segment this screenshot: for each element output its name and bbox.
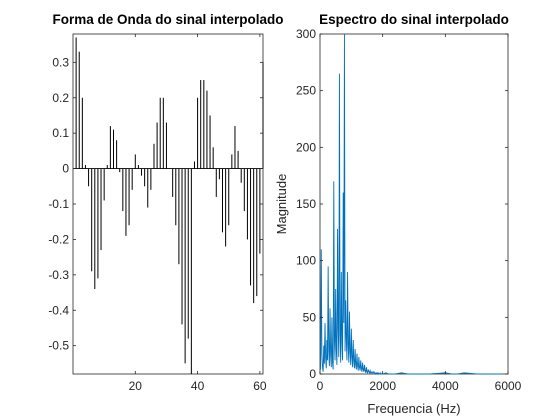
spectrum-y-ticks: 0 50 100 150 200 250 300 — [296, 27, 508, 381]
spectrum-y-tick-label: 100 — [296, 254, 316, 268]
waveform-y-tick-label: 0.2 — [52, 91, 69, 105]
spectrum-x-tick-label: 6000 — [495, 379, 522, 393]
waveform-x-ticks: 20 40 60 — [129, 34, 267, 393]
waveform-title: Forma de Onda do sinal interpolado — [52, 12, 283, 27]
waveform-y-tick-label: -0.4 — [48, 303, 69, 317]
spectrum-x-ticks: 0 2000 4000 6000 — [317, 34, 522, 393]
spectrum-x-tick-label: 0 — [317, 379, 324, 393]
waveform-axes: Forma de Onda do sinal interpolado 20 40 6… — [48, 12, 283, 393]
spectrum-series-line — [319, 33, 502, 375]
spectrum-x-tick-label: 4000 — [432, 379, 459, 393]
spectrum-y-tick-label: 250 — [296, 84, 316, 98]
waveform-x-tick-label: 20 — [129, 379, 143, 393]
spectrum-plot-area — [319, 33, 509, 375]
waveform-y-tick-label: 0.3 — [52, 55, 69, 69]
waveform-x-tick-label: 40 — [191, 379, 205, 393]
spectrum-x-axis-label: Frequencia (Hz) — [367, 401, 460, 416]
spectrum-title: Espectro do sinal interpolado — [319, 12, 509, 27]
waveform-y-tick-label: -0.3 — [48, 268, 69, 282]
spectrum-axes: Espectro do sinal interpolado 0 2000 4000 6… — [274, 12, 522, 416]
waveform-y-ticks: 0.3 0.2 0.1 0 -0.1 -0.2 -0.3 -0.4 -0.5 — [48, 55, 263, 353]
spectrum-y-axis-label: Magnitude — [274, 174, 289, 235]
spectrum-y-tick-label: 300 — [296, 27, 316, 41]
waveform-y-tick-label: -0.2 — [48, 232, 69, 246]
spectrum-y-tick-label: 50 — [303, 310, 317, 324]
waveform-x-tick-label: 60 — [253, 379, 267, 393]
spectrum-x-tick-label: 2000 — [369, 379, 396, 393]
waveform-y-tick-label: 0.1 — [52, 126, 69, 140]
waveform-plot-area — [72, 33, 264, 375]
waveform-y-tick-label: 0 — [62, 162, 69, 176]
spectrum-y-tick-label: 150 — [296, 197, 316, 211]
spectrum-y-tick-label: 200 — [296, 140, 316, 154]
waveform-stems — [75, 37, 264, 374]
waveform-y-tick-label: -0.5 — [48, 339, 69, 353]
spectrum-y-tick-label: 0 — [309, 367, 316, 381]
waveform-y-tick-label: -0.1 — [48, 197, 69, 211]
